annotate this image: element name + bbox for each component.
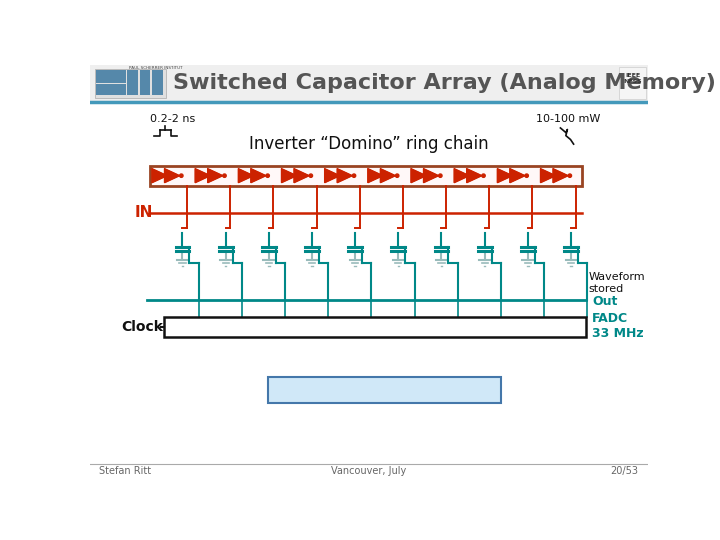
Text: Out: Out (593, 295, 618, 308)
Bar (164, 318, 586, 338)
Text: Switched Capacitor Array (Analog Memory): Switched Capacitor Array (Analog Memory) (173, 73, 716, 93)
Circle shape (438, 174, 442, 177)
Circle shape (340, 174, 343, 177)
Bar (96, 70, 126, 83)
Circle shape (167, 174, 171, 177)
Bar (140, 70, 150, 95)
Polygon shape (294, 168, 309, 183)
Bar (269, 377, 500, 403)
Circle shape (469, 174, 473, 177)
Polygon shape (553, 168, 568, 183)
Text: Clock: Clock (121, 320, 163, 334)
Bar (96, 84, 126, 95)
Bar (127, 70, 138, 95)
Polygon shape (423, 168, 438, 183)
Circle shape (395, 174, 399, 177)
Text: Inverter “Domino” ring chain: Inverter “Domino” ring chain (249, 135, 489, 153)
Polygon shape (454, 168, 469, 183)
Polygon shape (368, 168, 383, 183)
Polygon shape (510, 168, 525, 183)
Polygon shape (325, 168, 340, 183)
Bar (94, 69, 166, 98)
Bar (150, 166, 582, 186)
Text: Vancouver, July: Vancouver, July (331, 467, 407, 476)
Circle shape (297, 174, 300, 177)
Text: Stefan Ritt: Stefan Ritt (99, 467, 151, 476)
Polygon shape (195, 168, 210, 183)
Text: FADC
33 MHz: FADC 33 MHz (593, 312, 644, 340)
Polygon shape (207, 168, 222, 183)
Circle shape (266, 174, 269, 177)
Polygon shape (282, 168, 297, 183)
Polygon shape (467, 168, 482, 183)
Polygon shape (251, 168, 266, 183)
Text: 20/53: 20/53 (611, 467, 639, 476)
Polygon shape (337, 168, 352, 183)
Circle shape (513, 174, 516, 177)
Text: IN: IN (134, 205, 153, 220)
Bar (152, 70, 163, 95)
Text: NFSS: NFSS (624, 79, 642, 84)
Polygon shape (498, 168, 513, 183)
Bar (90, 65, 648, 102)
Text: PAUL SCHERRER INSTITUT: PAUL SCHERRER INSTITUT (129, 66, 182, 70)
Polygon shape (152, 168, 167, 183)
Text: 0.2-2 ns: 0.2-2 ns (150, 114, 196, 124)
Circle shape (482, 174, 485, 177)
Polygon shape (164, 168, 179, 183)
Text: Waveform
stored: Waveform stored (588, 272, 645, 294)
Polygon shape (411, 168, 426, 183)
Circle shape (210, 174, 214, 177)
Circle shape (426, 174, 430, 177)
Circle shape (556, 174, 559, 177)
Text: 10-100 mW: 10-100 mW (536, 114, 600, 124)
Circle shape (383, 174, 387, 177)
Polygon shape (541, 168, 556, 183)
Polygon shape (380, 168, 395, 183)
Text: “Time stretcher” GHz → MHz: “Time stretcher” GHz → MHz (275, 382, 495, 397)
Text: IEEE: IEEE (625, 73, 640, 78)
Circle shape (309, 174, 312, 177)
Circle shape (568, 174, 572, 177)
Circle shape (525, 174, 528, 177)
Text: Shift Register: Shift Register (336, 321, 415, 334)
Circle shape (179, 174, 183, 177)
Circle shape (352, 174, 356, 177)
Polygon shape (238, 168, 253, 183)
Circle shape (253, 174, 257, 177)
Circle shape (222, 174, 226, 177)
Bar (619, 67, 646, 99)
